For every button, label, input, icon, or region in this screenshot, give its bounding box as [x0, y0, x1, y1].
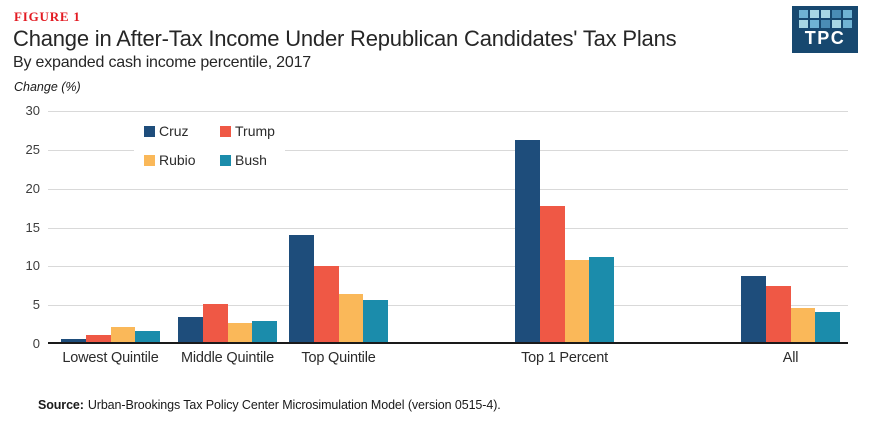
bar-cruz-0 — [61, 338, 86, 342]
tpc-logo: TPC — [792, 6, 858, 53]
logo-square-1 — [809, 10, 819, 18]
bar-bush-1 — [252, 321, 277, 342]
x-category-label-3: Top 1 Percent — [521, 350, 608, 366]
chart-subtitle: By expanded cash income percentile, 2017 — [13, 54, 311, 71]
logo-square-8 — [831, 20, 841, 28]
bar-group-4 — [741, 111, 840, 342]
gridline-15 — [48, 227, 848, 229]
legend-swatch-trump-icon — [220, 125, 231, 137]
legend-item-bush: Bush — [220, 152, 275, 168]
x-category-label-2: Top Quintile — [301, 350, 376, 366]
legend-label-cruz: Cruz — [159, 123, 189, 139]
gridline-20 — [48, 188, 848, 190]
bar-trump-3 — [539, 206, 565, 342]
bar-group-0 — [61, 111, 160, 342]
y-tick-label-25: 25 — [25, 141, 40, 157]
y-tick-label-5: 5 — [32, 297, 40, 313]
bar-bush-0 — [135, 331, 160, 342]
legend-item-trump: Trump — [220, 123, 275, 139]
y-tick-label-30: 30 — [25, 103, 40, 118]
bar-trump-2 — [313, 265, 339, 342]
gridline-25 — [48, 149, 848, 151]
x-category-label-0: Lowest Quintile — [62, 350, 159, 366]
x-category-label-4: All — [782, 350, 799, 366]
y-tick-label-10: 10 — [25, 258, 40, 274]
logo-square-3 — [831, 10, 841, 18]
logo-square-5 — [798, 20, 808, 28]
bar-rubio-4 — [790, 307, 816, 342]
legend-swatch-cruz-icon — [144, 125, 155, 137]
bar-group-2 — [289, 111, 388, 342]
legend-swatch-rubio-icon — [144, 154, 155, 166]
legend-label-trump: Trump — [235, 123, 275, 139]
bar-trump-1 — [202, 303, 228, 342]
bar-rubio-0 — [110, 327, 136, 342]
tpc-logo-text: TPC — [804, 28, 846, 48]
gridline-30 — [48, 111, 848, 112]
y-axis-unit-label: Change (%) — [14, 80, 81, 94]
chart-title: Change in After-Tax Income Under Republi… — [13, 26, 677, 51]
source-label: Source: — [38, 398, 84, 412]
tpc-logo-mosaic-icon — [798, 10, 852, 28]
source-note: Source: Urban-Brookings Tax Policy Center… — [38, 398, 501, 412]
x-category-label-1: Middle Quintile — [181, 350, 274, 366]
bar-rubio-1 — [227, 322, 253, 342]
gridline-10 — [48, 266, 848, 268]
legend-label-bush: Bush — [235, 152, 267, 168]
logo-square-9 — [842, 20, 852, 28]
logo-square-7 — [820, 20, 830, 28]
legend-item-rubio: Rubio — [144, 152, 206, 168]
legend-swatch-bush-icon — [220, 154, 231, 166]
source-text: Urban-Brookings Tax Policy Center Micros… — [87, 398, 501, 412]
bar-cruz-1 — [178, 317, 203, 342]
figure-label: FIGURE 1 — [14, 9, 81, 24]
bar-bush-4 — [815, 311, 840, 342]
bar-group-3 — [515, 111, 614, 342]
bar-cruz-3 — [515, 140, 540, 342]
bar-bush-2 — [363, 300, 388, 342]
logo-square-2 — [820, 10, 830, 18]
bar-trump-4 — [765, 286, 791, 342]
y-tick-label-0: 0 — [32, 336, 40, 351]
bar-rubio-2 — [338, 293, 364, 342]
bar-group-1 — [178, 111, 277, 342]
bar-cruz-2 — [289, 234, 314, 342]
logo-square-4 — [842, 10, 852, 18]
y-tick-label-20: 20 — [25, 180, 40, 196]
bar-bush-3 — [589, 257, 614, 342]
legend-item-cruz: Cruz — [144, 123, 206, 139]
logo-square-0 — [798, 10, 808, 18]
bar-cruz-4 — [741, 275, 766, 342]
legend-label-rubio: Rubio — [159, 152, 196, 168]
bar-trump-0 — [85, 335, 111, 342]
y-tick-label-15: 15 — [25, 219, 40, 235]
logo-square-6 — [809, 20, 819, 28]
bar-rubio-3 — [564, 260, 590, 342]
chart-legend: Cruz Trump Rubio Bush — [134, 116, 285, 175]
gridline-5 — [48, 305, 848, 307]
plot-area: Cruz Trump Rubio Bush 0 5 10 15 20 25 30 Lowest Qu… — [26, 103, 848, 366]
